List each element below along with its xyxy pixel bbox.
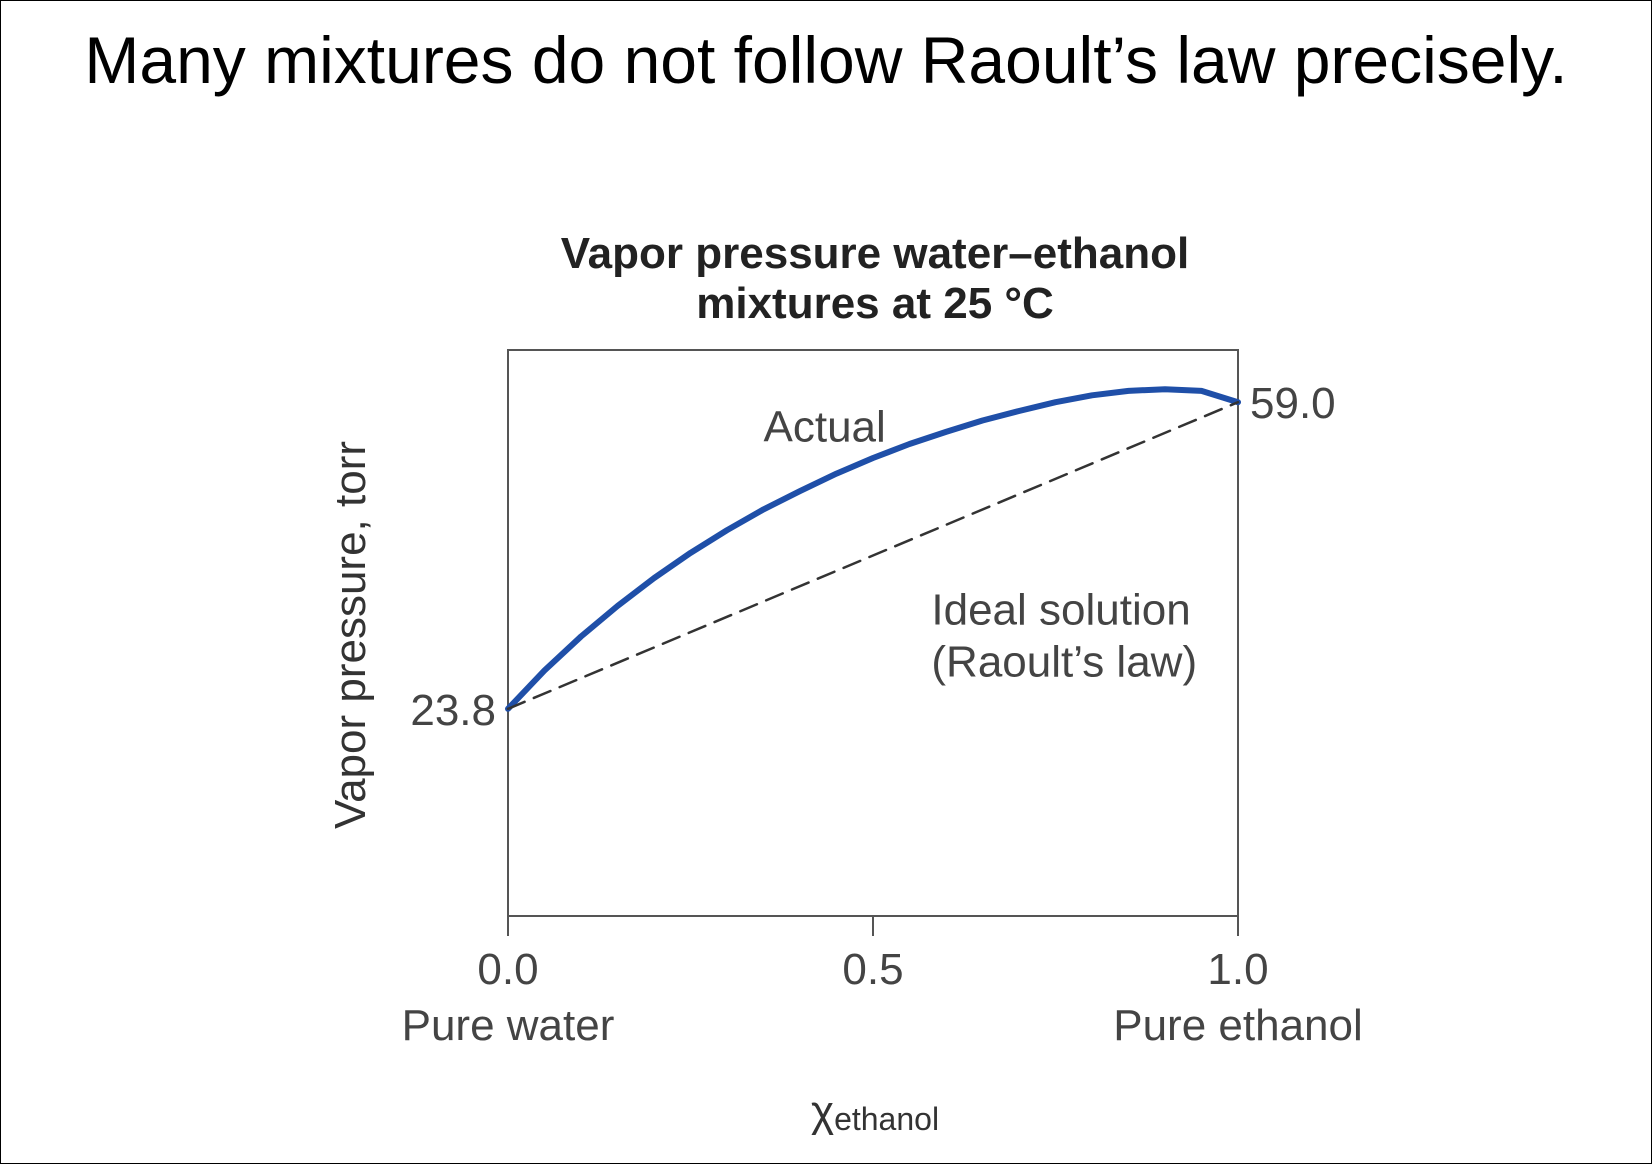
- actual-curve: [505, 386, 1241, 712]
- x-axis-label-symbol: χ: [811, 1087, 834, 1136]
- value-label-pure-water: 23.8: [410, 686, 496, 735]
- x-tick-label-2: 1.0: [1207, 945, 1268, 994]
- annotation-2: (Raoult’s law): [931, 638, 1197, 687]
- ideal-solution-line: [506, 400, 1240, 711]
- x-tick-label-1: 0.5: [842, 945, 903, 994]
- slide-title: Many mixtures do not follow Raoult’s law…: [84, 23, 1568, 97]
- chart-title-line-1: Vapor pressure water–ethanol: [561, 229, 1189, 278]
- value-label-pure-ethanol: 59.0: [1250, 379, 1336, 428]
- y-axis-label: Vapor pressure, torr: [326, 441, 375, 829]
- x-axis-label-subscript: ethanol: [834, 1101, 939, 1137]
- x-tick-sublabel-2: Pure ethanol: [1113, 1001, 1363, 1050]
- x-axis-label: χethanol: [811, 1087, 939, 1137]
- annotation-0: Actual: [764, 402, 886, 451]
- annotation-1: Ideal solution: [931, 585, 1190, 634]
- x-tick-sublabel-0: Pure water: [402, 1001, 615, 1050]
- chart-title-line-2: mixtures at 25 °C: [696, 279, 1054, 328]
- x-tick-label-0: 0.0: [477, 945, 538, 994]
